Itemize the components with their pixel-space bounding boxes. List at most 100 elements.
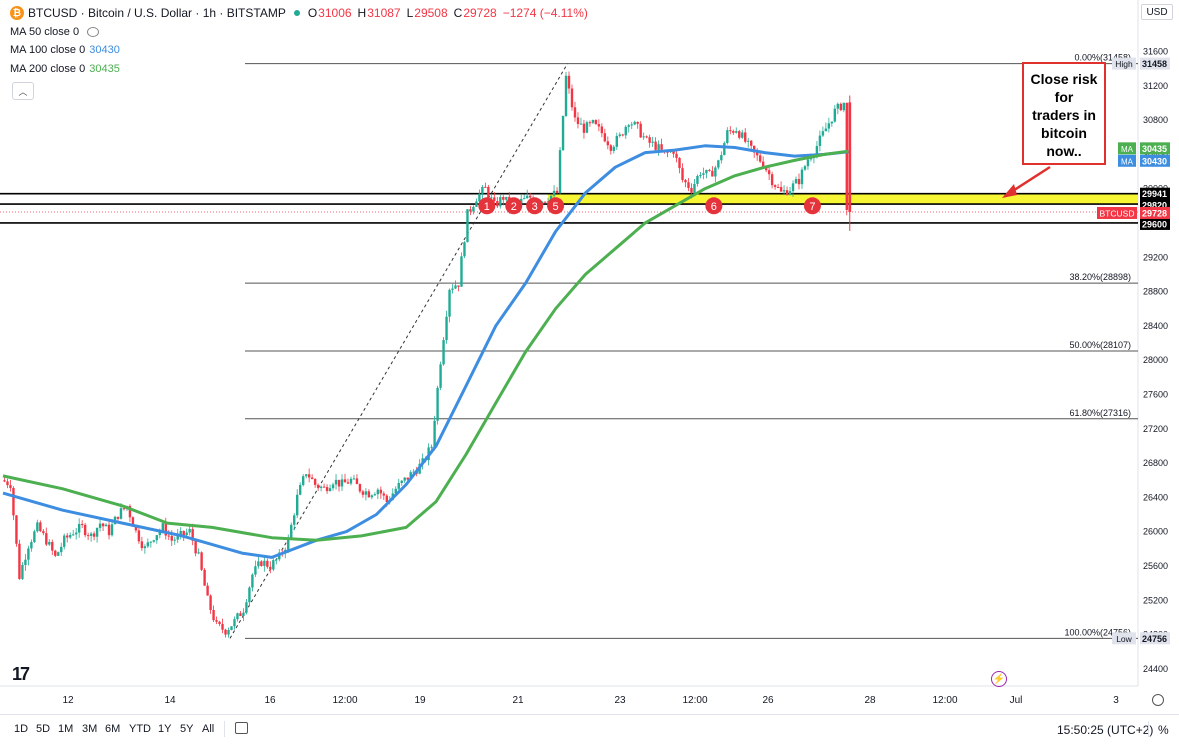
symbol-title[interactable]: BTCUSD · Bitcoin / U.S. Dollar · 1h · BI… xyxy=(28,6,286,20)
candle xyxy=(699,171,702,179)
candle-body xyxy=(645,136,648,138)
candle-body xyxy=(576,117,580,124)
candle-body xyxy=(310,477,314,480)
candle-body xyxy=(770,174,774,186)
candle-body xyxy=(612,146,616,151)
percent-toggle[interactable]: % xyxy=(1158,723,1169,737)
candle xyxy=(567,71,571,94)
candle-body xyxy=(146,542,150,547)
y-tick-label: 30800 xyxy=(1143,115,1168,125)
candle xyxy=(6,478,9,489)
candle-body xyxy=(445,316,448,341)
timeframe-3m[interactable]: 3M xyxy=(82,723,98,735)
candle-body xyxy=(773,185,777,187)
candle-body xyxy=(803,166,807,170)
candles xyxy=(3,71,848,638)
candle xyxy=(794,176,798,184)
currency-selector[interactable]: USD xyxy=(1141,4,1173,20)
x-tick-label: 21 xyxy=(512,695,524,706)
candle xyxy=(260,560,263,567)
candle xyxy=(642,132,645,140)
candle xyxy=(779,181,783,192)
candle xyxy=(618,132,621,138)
timeframe-1d[interactable]: 1D xyxy=(14,723,29,735)
price-chart[interactable]: 2440024800252002560026000264002680027200… xyxy=(0,0,1179,714)
ma-tag-name: MA xyxy=(1121,145,1134,154)
candle-body xyxy=(27,548,30,560)
candle xyxy=(293,513,296,531)
candle-body xyxy=(325,487,329,492)
y-tick-label: 31200 xyxy=(1143,81,1168,91)
candle-body xyxy=(364,491,368,495)
collapse-legend-button[interactable]: ︿ xyxy=(12,82,34,100)
candle-body xyxy=(260,561,263,566)
candle-body xyxy=(600,126,604,134)
ma50-legend[interactable]: MA 50 close 0 xyxy=(10,24,100,40)
candle-body xyxy=(170,535,173,541)
candle xyxy=(304,473,308,479)
timeframe-5d[interactable]: 5D xyxy=(36,723,51,735)
candle-body xyxy=(397,483,400,489)
candle-body xyxy=(39,522,42,532)
calendar-icon[interactable] xyxy=(235,722,248,734)
candle-body xyxy=(45,533,48,545)
candle-body xyxy=(119,508,123,519)
candle xyxy=(827,117,831,133)
timeframe-6m[interactable]: 6M xyxy=(105,723,121,735)
candle xyxy=(597,119,601,132)
high-tag-text: 31458 xyxy=(1142,59,1167,69)
candle-body xyxy=(3,480,6,482)
candle xyxy=(606,136,610,150)
candle xyxy=(322,483,326,488)
event-icon[interactable]: ⚡ xyxy=(991,671,1007,687)
candle xyxy=(636,121,639,129)
fib-level-label: 0.00%(31458) xyxy=(1074,53,1131,63)
fib-level-label: 50.00%(28107) xyxy=(1069,340,1131,350)
gear-icon[interactable] xyxy=(1152,694,1164,706)
candle-body xyxy=(818,135,822,147)
candle-body xyxy=(735,131,738,133)
candle-body xyxy=(83,524,87,536)
candle xyxy=(200,551,203,572)
y-tick-label: 24400 xyxy=(1143,664,1168,674)
candle-body xyxy=(290,524,293,538)
tradingview-logo[interactable]: 17 xyxy=(12,664,30,684)
candle-body xyxy=(821,131,825,136)
x-tick-label: 26 xyxy=(762,695,774,706)
candle-body xyxy=(597,124,601,127)
candle-body xyxy=(236,613,239,620)
timeframe-5y[interactable]: 5Y xyxy=(180,723,194,735)
timeframe-all[interactable]: All xyxy=(202,723,215,735)
candle-body xyxy=(131,517,135,527)
candle-body xyxy=(376,489,380,495)
level-tag: 29600 xyxy=(1140,217,1170,230)
timeframe-1m[interactable]: 1M xyxy=(58,723,74,735)
ma-tag-bg xyxy=(1140,154,1170,167)
candle-body xyxy=(588,122,592,124)
candle xyxy=(842,102,845,113)
candle xyxy=(678,157,681,174)
ma100-legend[interactable]: MA 100 close 0 30430 xyxy=(10,42,120,58)
ma200-legend[interactable]: MA 200 close 0 30435 xyxy=(10,61,120,77)
timeframe-ytd[interactable]: YTD xyxy=(129,723,151,735)
candle-body xyxy=(36,522,39,532)
candle-body xyxy=(385,495,389,502)
last-candle-body xyxy=(848,102,852,212)
annotation-line: Close risk xyxy=(1030,71,1098,87)
candle-body xyxy=(842,102,845,111)
candle-body xyxy=(95,527,99,537)
candle-body xyxy=(6,481,9,486)
candle-body xyxy=(251,574,254,588)
candle xyxy=(627,123,630,133)
candle-body xyxy=(708,169,711,171)
candle xyxy=(782,185,786,196)
timeframe-1y[interactable]: 1Y xyxy=(158,723,172,735)
candle xyxy=(776,183,780,189)
candle-body xyxy=(433,420,436,447)
candle xyxy=(585,120,589,134)
candle-body xyxy=(80,523,84,525)
eye-off-icon[interactable] xyxy=(87,27,100,37)
candle xyxy=(269,561,272,574)
candle xyxy=(397,478,400,491)
candle xyxy=(12,486,15,521)
